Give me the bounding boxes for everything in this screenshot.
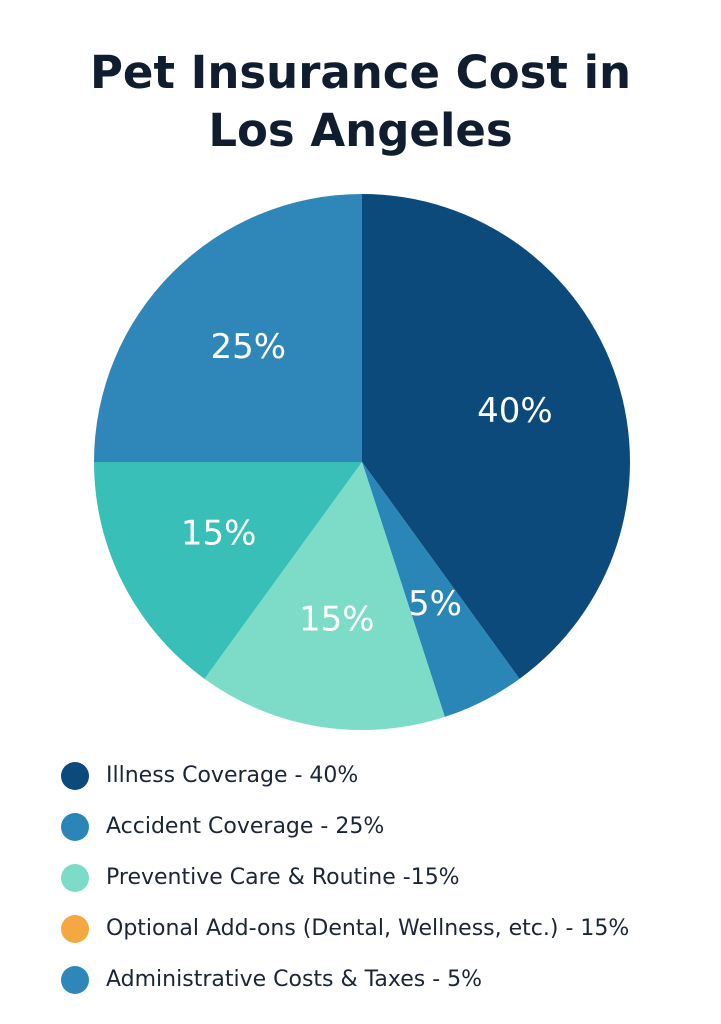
legend-text: Illness Coverage - 40% xyxy=(106,763,358,788)
slice-label: 40% xyxy=(477,391,553,431)
legend-marker xyxy=(61,915,89,943)
legend-text: Preventive Care & Routine -15% xyxy=(106,865,460,890)
slice-label: 15% xyxy=(299,599,375,639)
slice-label: 25% xyxy=(211,327,287,367)
legend-marker xyxy=(61,864,89,892)
pie-slice xyxy=(362,194,630,679)
slice-label: 5% xyxy=(408,584,462,624)
chart-title: Pet Insurance Cost in Los Angeles xyxy=(89,46,632,157)
pie-slice xyxy=(94,194,362,462)
pie-slice xyxy=(94,462,362,679)
legend-marker xyxy=(61,813,89,841)
slice-label: 15% xyxy=(181,514,257,554)
pie-slice xyxy=(204,462,445,730)
legend-text: Optional Add-ons (Dental, Wellness, etc.… xyxy=(106,916,629,941)
pie-slice xyxy=(362,462,520,717)
legend-text: Administrative Costs & Taxes - 5% xyxy=(106,967,482,992)
legend-marker xyxy=(61,966,89,994)
legend-text: Accident Coverage - 25% xyxy=(106,814,384,839)
legend-marker xyxy=(61,762,89,790)
